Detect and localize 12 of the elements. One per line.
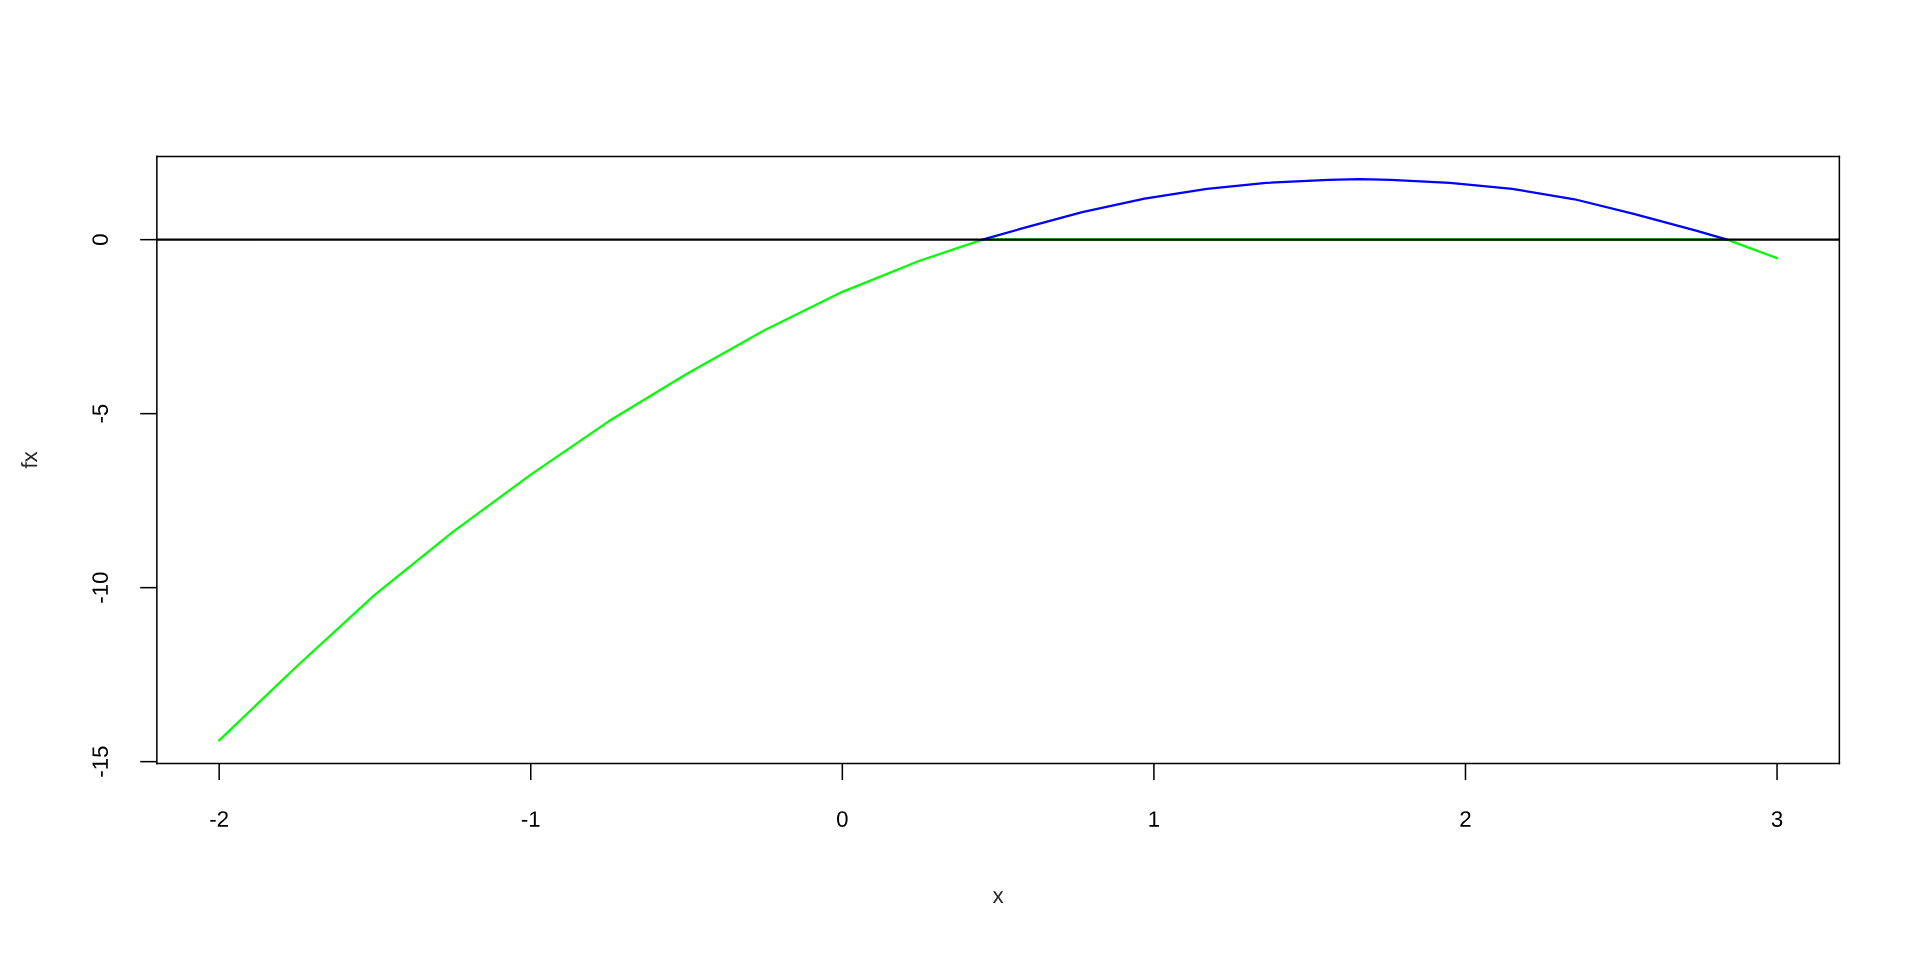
y-tick-label: -10 xyxy=(92,572,109,603)
x-tick-label: 1 xyxy=(1149,811,1159,827)
x-axis-title: x xyxy=(992,891,1004,903)
x-tick-label: 2 xyxy=(1460,811,1471,827)
x-tick-label: -2 xyxy=(210,811,228,827)
y-axis-title: fx xyxy=(21,451,38,469)
y-tick-label: -15 xyxy=(92,746,109,777)
y-tick-label: 0 xyxy=(92,234,109,245)
y-tick-label: -5 xyxy=(92,404,109,423)
x-tick-label: 0 xyxy=(837,811,848,827)
x-tick-label: -1 xyxy=(521,811,540,827)
x-tick-label: 3 xyxy=(1771,811,1783,827)
